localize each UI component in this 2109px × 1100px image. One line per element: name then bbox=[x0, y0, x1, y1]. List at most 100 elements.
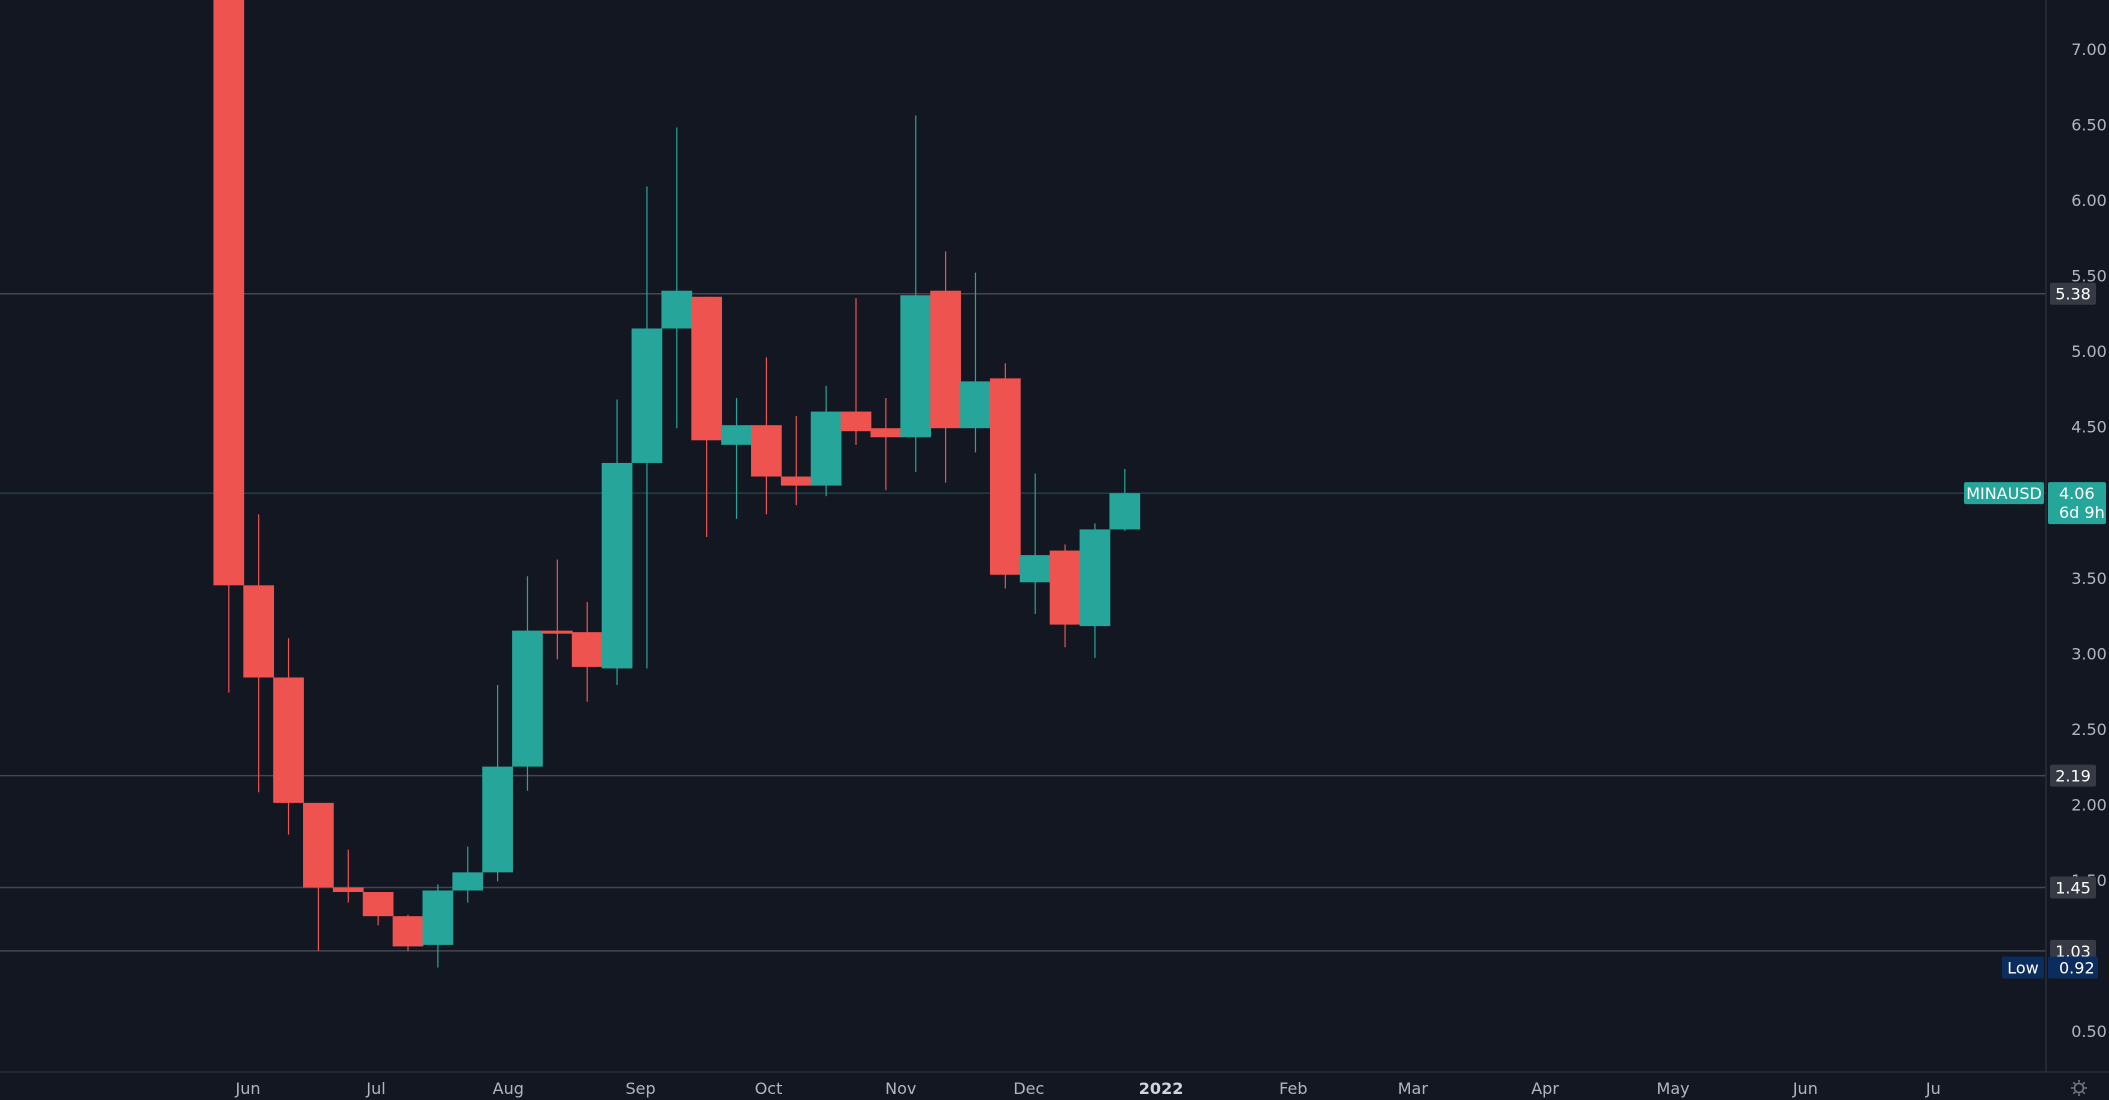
candle-body bbox=[482, 766, 513, 873]
candle bbox=[392, 914, 424, 951]
candle bbox=[751, 357, 782, 515]
candle bbox=[721, 397, 752, 519]
candle bbox=[512, 576, 543, 791]
candle bbox=[900, 115, 932, 473]
low-name-box bbox=[2002, 956, 2044, 979]
time-tick-label: Jul bbox=[365, 1079, 385, 1098]
candle-body bbox=[721, 425, 752, 445]
candle-body bbox=[989, 378, 1021, 575]
price-tick-label: 5.50 bbox=[2071, 267, 2107, 286]
time-axis[interactable]: Jun Jul Aug Sep Oct Nov Dec 2022 Feb Mar Apr May Jun… bbox=[235, 1079, 1941, 1098]
time-tick-label: Dec bbox=[1013, 1079, 1044, 1098]
candle-body bbox=[571, 632, 603, 667]
candle-body bbox=[601, 462, 633, 669]
level-price-label: 2.19 bbox=[2055, 767, 2091, 786]
time-tick-label: 2022 bbox=[1139, 1079, 1184, 1098]
candle bbox=[1079, 523, 1111, 658]
time-tick-label: Sep bbox=[625, 1079, 655, 1098]
gear-icon[interactable] bbox=[2071, 1080, 2087, 1096]
price-tick-label: 0.50 bbox=[2071, 1022, 2107, 1041]
candle bbox=[989, 363, 1021, 589]
candle-body bbox=[960, 381, 991, 429]
candle-body bbox=[1079, 529, 1111, 627]
current-price-marker: MINAUSD 4.06 6d 9h bbox=[1964, 482, 2106, 525]
candle-body bbox=[780, 476, 812, 486]
level-price-label: 1.45 bbox=[2055, 878, 2091, 897]
candle bbox=[1049, 544, 1081, 648]
candle bbox=[930, 251, 961, 483]
price-tick-label: 6.00 bbox=[2071, 191, 2107, 210]
candle bbox=[780, 416, 812, 506]
symbol-label-box bbox=[1964, 482, 2044, 505]
time-tick-label: Mar bbox=[1398, 1079, 1429, 1098]
time-tick-label: Feb bbox=[1279, 1079, 1307, 1098]
time-tick-label: Aug bbox=[493, 1079, 524, 1098]
candle-body bbox=[840, 411, 872, 432]
candle-body bbox=[900, 295, 932, 438]
candle bbox=[541, 559, 573, 660]
low-value-label: 0.92 bbox=[2059, 959, 2095, 978]
candle-body bbox=[213, 0, 245, 586]
candle-body bbox=[452, 872, 484, 891]
level-price-box bbox=[2050, 939, 2096, 962]
candle-body bbox=[870, 428, 902, 438]
candle bbox=[213, 0, 245, 693]
candle-body bbox=[332, 887, 364, 893]
level-price-box bbox=[2050, 764, 2096, 787]
candle-body bbox=[303, 802, 334, 888]
candle bbox=[452, 846, 484, 903]
price-tick-label: 6.50 bbox=[2071, 116, 2107, 135]
candle bbox=[810, 385, 842, 497]
candle bbox=[332, 849, 364, 903]
candle-body bbox=[691, 296, 723, 441]
candle-body bbox=[392, 916, 424, 947]
candle-countdown: 6d 9h bbox=[2059, 503, 2105, 522]
candle bbox=[960, 272, 991, 453]
price-tick-label: 7.00 bbox=[2071, 40, 2107, 59]
time-tick-label: Ju bbox=[1925, 1079, 1941, 1098]
candle bbox=[571, 601, 603, 702]
candle-body bbox=[362, 892, 394, 917]
candle bbox=[1019, 473, 1051, 615]
price-tick-label: 2.50 bbox=[2071, 720, 2107, 739]
candle-body bbox=[243, 585, 275, 678]
time-tick-label: Jun bbox=[235, 1079, 261, 1098]
candle bbox=[362, 892, 394, 926]
candle-body bbox=[512, 630, 543, 767]
candle-body bbox=[541, 630, 573, 634]
time-tick-label: May bbox=[1657, 1079, 1690, 1098]
candle bbox=[870, 397, 902, 491]
level-price-labels: 5.38 2.19 1.45 1.03 bbox=[2050, 282, 2096, 962]
candle-body bbox=[810, 411, 842, 486]
price-axis[interactable]: 7.00 6.50 6.00 5.50 5.00 4.50 3.50 3.00 2.50 2.00… bbox=[2071, 40, 2107, 1041]
candle-body bbox=[1049, 550, 1081, 625]
current-price-box bbox=[2048, 482, 2106, 525]
level-price-box bbox=[2050, 876, 2096, 899]
price-tick-label: 2.00 bbox=[2071, 795, 2107, 814]
candle bbox=[1109, 468, 1141, 531]
candle bbox=[273, 638, 304, 835]
candle bbox=[243, 514, 275, 793]
level-price-label: 5.38 bbox=[2055, 285, 2091, 304]
time-tick-label: Nov bbox=[885, 1079, 916, 1098]
level-price-box bbox=[2050, 282, 2096, 305]
candle-body bbox=[273, 677, 304, 803]
symbol-label: MINAUSD bbox=[1966, 484, 2042, 503]
candle-body bbox=[631, 328, 663, 463]
level-price-label: 1.03 bbox=[2055, 942, 2091, 961]
candles bbox=[213, 0, 1141, 968]
candle bbox=[691, 296, 723, 537]
candle bbox=[482, 685, 513, 882]
candle bbox=[303, 802, 334, 951]
price-tick-label: 3.00 bbox=[2071, 644, 2107, 663]
current-price-label: 4.06 bbox=[2059, 484, 2095, 503]
time-tick-label: Apr bbox=[1531, 1079, 1559, 1098]
low-value-box bbox=[2048, 956, 2098, 979]
time-tick-label: Jun bbox=[1792, 1079, 1818, 1098]
candle bbox=[840, 298, 872, 445]
candle-body bbox=[1019, 555, 1051, 583]
price-tick-label: 5.00 bbox=[2071, 342, 2107, 361]
low-price-marker: Low 0.92 bbox=[2002, 956, 2098, 979]
